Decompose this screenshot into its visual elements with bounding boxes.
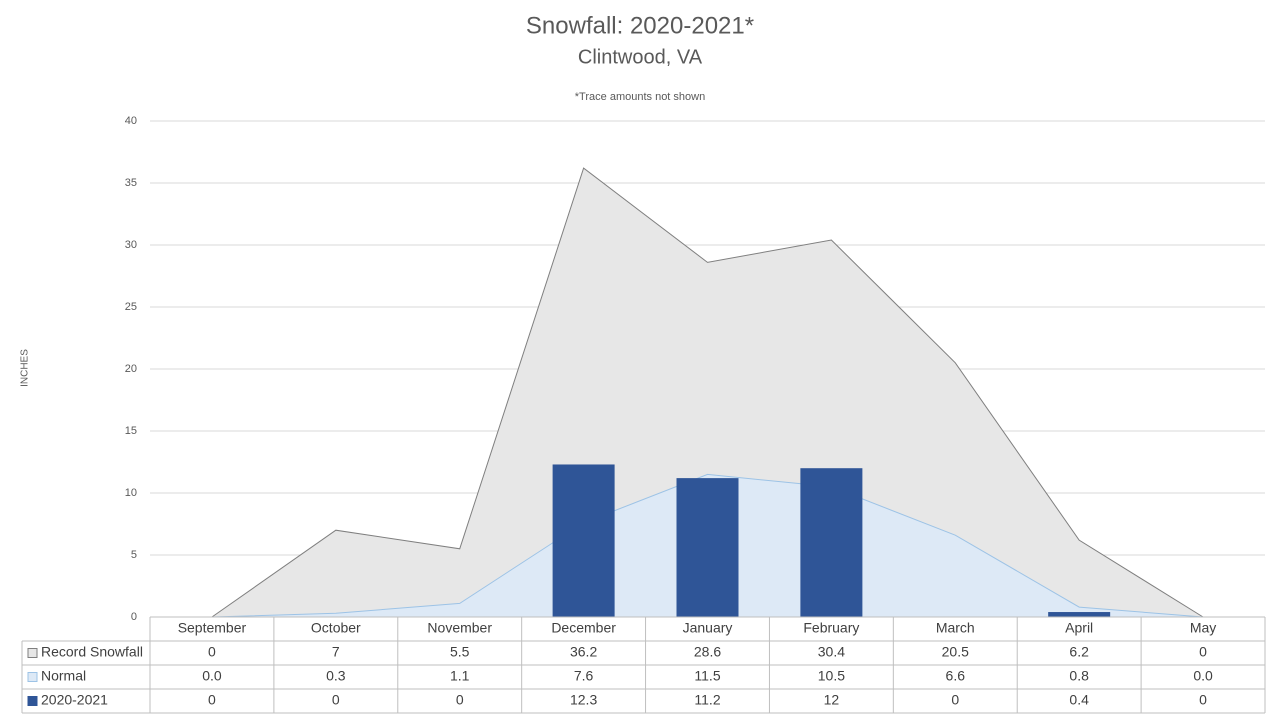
table-value: 12 [824,692,840,708]
area-fill [211,168,1204,617]
y-axis-title: INCHES [20,349,31,387]
x-tick-label: November [427,620,492,636]
table-value: 1.1 [450,668,470,684]
table-value: 28.6 [694,644,721,660]
y-tick-label: 30 [125,239,137,251]
table-value: 0 [951,692,959,708]
y-tick-label: 15 [125,425,137,437]
table-value: 6.6 [946,668,966,684]
bar [800,468,863,617]
table-value: 30.4 [818,644,845,660]
table-value: 0.8 [1069,668,1089,684]
area-line [211,167,1204,618]
x-tick-label: January [683,620,733,636]
legend-label: 2020-2021 [41,692,108,708]
y-tick-label: 35 [125,177,137,189]
y-tick-label: 25 [125,301,137,313]
table-value: 20.5 [942,644,969,660]
legend-key [27,672,38,682]
x-tick-label: October [311,620,361,636]
table-value: 0 [1199,644,1207,660]
y-tick-label: 5 [131,549,137,561]
x-tick-label: September [178,620,247,636]
table-value: 36.2 [570,644,597,660]
bar [676,478,739,617]
table-value: 0 [456,692,464,708]
x-tick-label: December [551,620,616,636]
y-tick-label: 20 [125,363,137,375]
x-tick-label: March [936,620,975,636]
table-value: 0 [332,692,340,708]
y-tick-label: 40 [125,115,137,127]
table-value: 0 [208,644,216,660]
bar [1048,612,1111,617]
chart-title: Snowfall: 2020-2021* [526,12,754,39]
table-value: 11.2 [694,692,720,708]
table-value: 12.3 [570,692,597,708]
y-tick-label: 0 [131,611,137,623]
x-tick-label: May [1190,620,1216,636]
table-value: 0 [208,692,216,708]
chart-subtitle: Clintwood, VA [578,46,703,68]
x-tick-label: April [1065,620,1093,636]
x-tick-label: February [803,620,859,636]
bar [552,464,615,617]
table-value: 11.5 [694,668,720,684]
table-value: 0.0 [202,668,222,684]
table-value: 7 [332,644,340,660]
table-value: 5.5 [450,644,470,660]
y-tick-label: 10 [125,487,137,499]
table-value: 10.5 [818,668,845,684]
table-value: 0.3 [326,668,346,684]
legend-label: Record Snowfall [41,644,143,660]
table-value: 6.2 [1069,644,1089,660]
annotation: *Trace amounts not shown [575,91,705,103]
table-value: 0 [1199,692,1207,708]
legend-label: Normal [41,668,86,684]
legend-key [27,696,38,706]
legend-key [27,648,38,658]
area-line [211,473,1204,618]
table-value: 7.6 [574,668,594,684]
table-value: 0.0 [1193,668,1213,684]
table-value: 0.4 [1069,692,1089,708]
